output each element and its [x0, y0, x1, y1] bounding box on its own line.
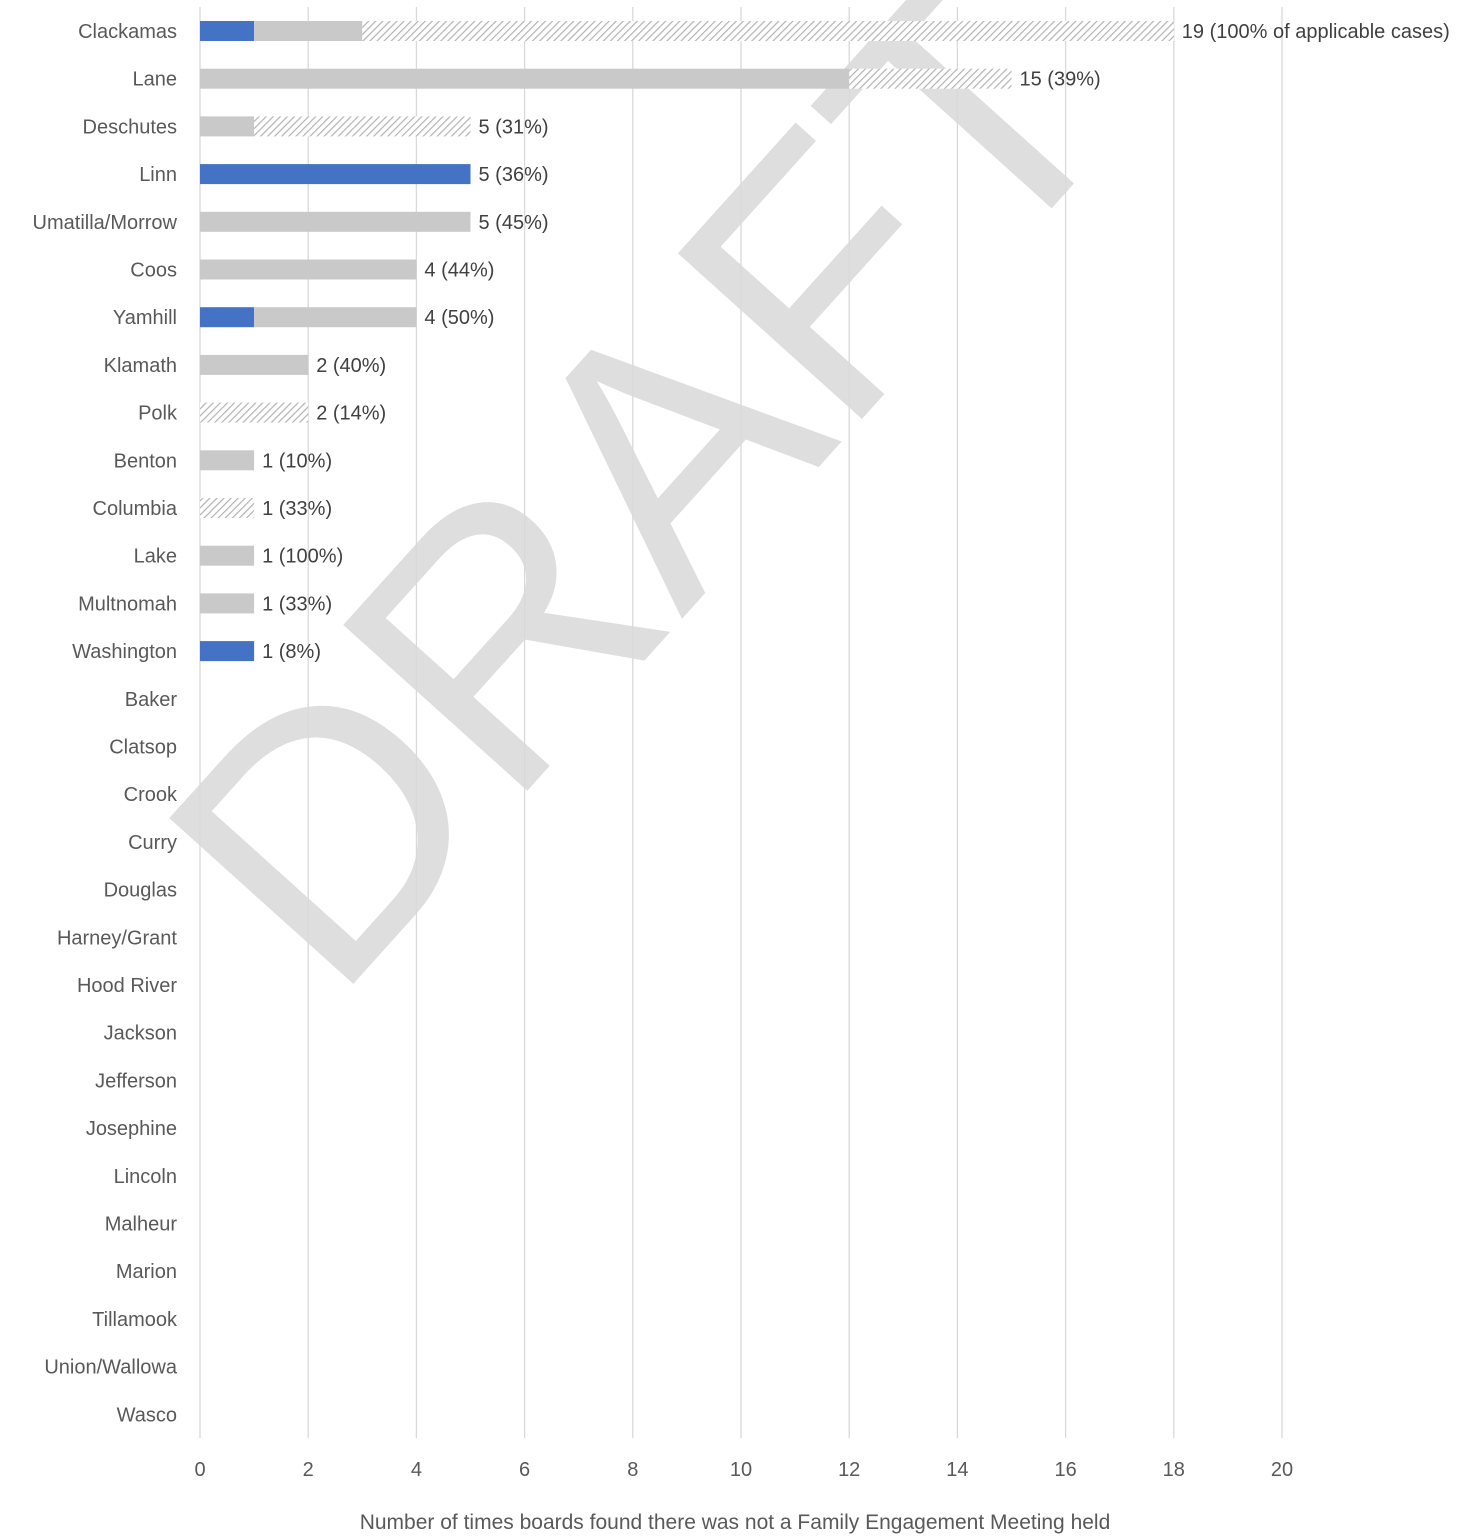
- data-labels: 19 (100% of applicable cases) 15 (39%) 5 (…: [262, 21, 1450, 663]
- bar-segment: [849, 68, 1012, 89]
- category-label: Harney/Grant: [57, 927, 177, 949]
- bars: [200, 21, 1174, 662]
- category-label: Multnomah: [78, 593, 177, 615]
- data-label: 1 (10%): [262, 450, 332, 472]
- category-label: Crook: [124, 784, 178, 806]
- data-label: 4 (50%): [424, 307, 494, 329]
- bar-segment: [200, 21, 255, 41]
- category-label: Klamath: [104, 355, 177, 377]
- category-label: Baker: [125, 689, 178, 711]
- category-label: Polk: [138, 403, 178, 425]
- category-label: Jefferson: [95, 1070, 177, 1092]
- category-label: Jackson: [104, 1023, 177, 1045]
- x-tick-label: 14: [946, 1459, 968, 1481]
- category-labels: Clackamas Lane Deschutes Linn Umatilla/Morro…: [33, 21, 178, 1426]
- category-label: Columbia: [93, 498, 178, 520]
- category-label: Union/Wallowa: [44, 1357, 178, 1379]
- data-label: 15 (39%): [1020, 69, 1101, 91]
- data-label: 1 (100%): [262, 546, 343, 568]
- data-label: 5 (31%): [479, 116, 549, 138]
- data-label: 4 (44%): [424, 260, 494, 282]
- category-label: Umatilla/Morrow: [33, 212, 178, 234]
- category-label: Marion: [116, 1261, 177, 1283]
- category-label: Douglas: [104, 880, 177, 902]
- draft-watermark: DRAFT: [92, 0, 1194, 1057]
- data-label: 5 (36%): [479, 164, 549, 186]
- x-tick-label: 4: [411, 1459, 422, 1481]
- bar-segment: [200, 593, 255, 614]
- category-label: Coos: [130, 260, 177, 282]
- bar-segment: [200, 259, 417, 280]
- category-label: Lincoln: [114, 1166, 177, 1188]
- bar-segment: [200, 68, 850, 89]
- bar-segment: [200, 116, 255, 137]
- bar-segment: [200, 545, 255, 566]
- bar-segment: [200, 402, 309, 423]
- category-label: Hood River: [77, 975, 177, 997]
- x-tick-label: 16: [1054, 1459, 1076, 1481]
- bar-segment: [254, 116, 471, 137]
- data-label: 1 (33%): [262, 593, 332, 615]
- bar-segment: [200, 498, 255, 518]
- category-label: Deschutes: [83, 116, 178, 138]
- bar-segment: [200, 211, 471, 232]
- x-tick-label: 20: [1271, 1459, 1293, 1481]
- watermark-text: DRAFT: [92, 0, 1194, 1057]
- category-label: Malheur: [105, 1214, 178, 1236]
- category-label: Lake: [134, 546, 177, 568]
- x-tick-label: 6: [519, 1459, 530, 1481]
- category-label: Linn: [139, 164, 177, 186]
- x-tick-label: 10: [730, 1459, 752, 1481]
- x-tick-label: 8: [627, 1459, 638, 1481]
- data-label: 1 (33%): [262, 498, 332, 520]
- x-tick-label: 2: [303, 1459, 314, 1481]
- category-label: Tillamook: [92, 1309, 178, 1331]
- x-tick-label: 0: [194, 1459, 205, 1481]
- bar-segment: [200, 450, 255, 471]
- data-label: 2 (40%): [316, 355, 386, 377]
- gridlines: [199, 7, 1283, 1438]
- category-label: Clatsop: [109, 737, 177, 759]
- bar-segment: [200, 164, 471, 185]
- x-tick-label: 18: [1163, 1459, 1185, 1481]
- category-label: Benton: [114, 450, 177, 472]
- bar-segment: [200, 307, 255, 328]
- bar-segment: [200, 641, 255, 662]
- bar-segment: [362, 21, 1174, 41]
- data-label: 2 (14%): [316, 403, 386, 425]
- bar-segment: [254, 21, 363, 41]
- category-label: Yamhill: [113, 307, 177, 329]
- data-label: 19 (100% of applicable cases): [1182, 21, 1450, 43]
- category-label: Curry: [128, 832, 177, 854]
- bar-segment: [254, 307, 417, 328]
- x-axis-title: Number of times boards found there was n…: [360, 1511, 1111, 1534]
- data-label: 5 (45%): [479, 212, 549, 234]
- x-axis-tick-labels: 0 2 4 6 8 10 12 14 16 18 20: [194, 1459, 1293, 1481]
- data-label: 1 (8%): [262, 641, 321, 663]
- category-label: Washington: [72, 641, 177, 663]
- bar-segment: [200, 354, 309, 375]
- category-label: Josephine: [86, 1118, 177, 1140]
- category-label: Lane: [133, 69, 178, 91]
- x-tick-label: 12: [838, 1459, 860, 1481]
- category-label: Clackamas: [78, 21, 177, 43]
- category-label: Wasco: [117, 1404, 177, 1426]
